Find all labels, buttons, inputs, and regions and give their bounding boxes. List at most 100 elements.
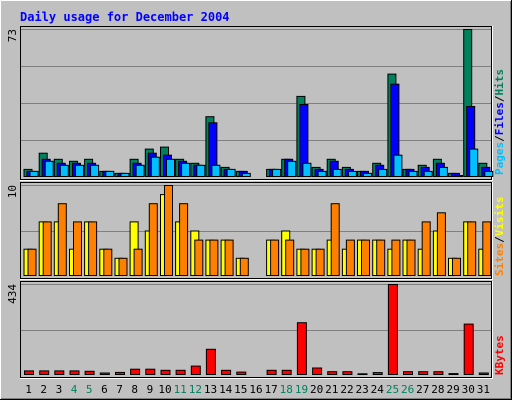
panel-kbytes-frame: [20, 281, 492, 378]
sites-bar-day-3: [57, 203, 67, 276]
legend-kbytes-panel: KBytes: [493, 335, 506, 375]
sites-bar-day-27: [421, 221, 431, 276]
pages-bar-day-2: [44, 160, 54, 178]
kbytes-ymax-label: 434: [6, 284, 19, 304]
kbytes-bar-day-27: [418, 371, 429, 376]
sites-bar-day-26: [406, 239, 416, 277]
sites-bar-day-18: [285, 239, 295, 277]
pages-bar-day-8: [135, 164, 145, 178]
kbytes-bar-day-20: [312, 367, 323, 375]
sites-bar-day-20: [315, 248, 325, 276]
day-label-1: 1: [25, 383, 32, 396]
day-label-14: 14: [219, 383, 233, 396]
pages-bar-day-14: [226, 168, 236, 177]
kbytes-bar-day-26: [403, 371, 413, 376]
pages-bar-day-21: [332, 168, 342, 177]
pages-bar-day-29: [454, 175, 463, 177]
day-label-6: 6: [101, 383, 108, 396]
sites-bar-day-25: [391, 239, 401, 277]
pages-bar-day-3: [59, 164, 69, 178]
kbytes-bar-day-24: [372, 372, 383, 376]
pages-bar-day-18: [287, 160, 297, 178]
day-label-31: 31: [477, 383, 490, 396]
legend-hits-panel: Pages/Files/Hits: [493, 69, 506, 175]
visits-ymax-label: 10: [6, 185, 19, 198]
day-label-12: 12: [189, 383, 202, 396]
legend-pages: Pages: [493, 142, 506, 175]
day-label-11: 11: [174, 383, 187, 396]
day-label-29: 29: [446, 383, 459, 396]
sites-bar-day-30: [467, 221, 477, 276]
day-label-26: 26: [401, 383, 414, 396]
legend-sep-1: /: [493, 135, 506, 142]
day-label-21: 21: [325, 383, 338, 396]
kbytes-bar-day-1: [24, 370, 34, 375]
sites-bar-day-19: [300, 248, 310, 276]
day-label-24: 24: [371, 383, 385, 396]
legend-sep-3: /: [493, 236, 506, 243]
pages-bar-day-9: [150, 156, 160, 177]
gridlines: [21, 29, 491, 331]
kbytes-bar-day-14: [221, 369, 232, 375]
sites-bar-day-23: [361, 239, 370, 277]
pages-bar-day-22: [347, 170, 357, 177]
sites-bar-day-31: [482, 221, 492, 276]
sites-bar-day-4: [73, 221, 82, 276]
sites-bar-day-6: [103, 248, 113, 276]
day-label-30: 30: [462, 383, 475, 396]
chart-title: Daily usage for December 2004: [20, 10, 230, 24]
sites-bar-day-1: [27, 248, 37, 276]
x-axis-labels: 1 2 3 4 5 6 7 8 9 10 11 12 13 14 15 16 17 18 19 20 21 22 23 24 2…: [25, 383, 490, 396]
kbytes-bar-day-30: [463, 323, 474, 376]
sites-bar-day-17: [270, 239, 280, 277]
kbytes-bar-day-17: [266, 369, 277, 375]
kbytes-bar-day-4: [69, 370, 80, 375]
kbytes-bar-day-28: [433, 371, 444, 376]
legend-kbytes: KBytes: [493, 335, 506, 375]
pages-bar-day-27: [423, 170, 433, 177]
sites-bar-day-22: [345, 239, 355, 277]
kbytes-bar-day-9: [145, 368, 156, 376]
day-label-17: 17: [265, 383, 278, 396]
pages-bar-day-31: [484, 170, 494, 177]
sites-bar-day-12: [194, 239, 204, 277]
kbytes-bar-day-11: [175, 369, 186, 375]
kbytes-bar-day-2: [39, 370, 50, 375]
legend-sites: Sites: [493, 243, 506, 276]
kbytes-bar-day-22: [342, 371, 353, 376]
legend-hits: Hits: [493, 69, 506, 96]
sites-bar-day-21: [330, 203, 340, 276]
kbytes-bar-day-12: [190, 365, 201, 376]
sites-bar-day-13: [209, 239, 219, 277]
pages-bar-day-11: [181, 162, 191, 178]
day-label-22: 22: [340, 383, 353, 396]
sites-bar-day-5: [88, 221, 98, 276]
pages-bar-day-26: [408, 170, 418, 177]
pages-bar-day-4: [75, 164, 84, 178]
day-label-10: 10: [158, 383, 171, 396]
pages-bar-day-13: [211, 164, 221, 178]
kbytes-bar-day-18: [281, 369, 292, 375]
sites-bar-day-29: [452, 257, 461, 276]
sites-bar-day-24: [376, 239, 386, 277]
kbytes-bar-day-21: [327, 371, 338, 376]
pages-bar-day-24: [378, 168, 388, 177]
day-label-8: 8: [131, 383, 138, 396]
kbytes-bar-day-8: [130, 368, 141, 376]
day-label-16: 16: [249, 383, 262, 396]
day-label-15: 15: [234, 383, 247, 396]
day-label-28: 28: [431, 383, 444, 396]
pages-bar-day-30: [469, 148, 479, 178]
sites-bar-day-7: [118, 257, 128, 276]
kbytes-bar-day-15: [236, 371, 247, 376]
sites-bar-day-14: [224, 239, 234, 277]
pages-bar-day-25: [393, 154, 403, 177]
sites-bar-day-9: [148, 203, 158, 276]
kbytes-bar-day-7: [115, 371, 125, 375]
pages-bar-day-10: [166, 158, 175, 178]
pages-bar-day-1: [29, 170, 39, 177]
pages-bar-day-15: [241, 172, 251, 177]
panel-kbytes: [20, 281, 493, 379]
bars: [23, 29, 494, 376]
